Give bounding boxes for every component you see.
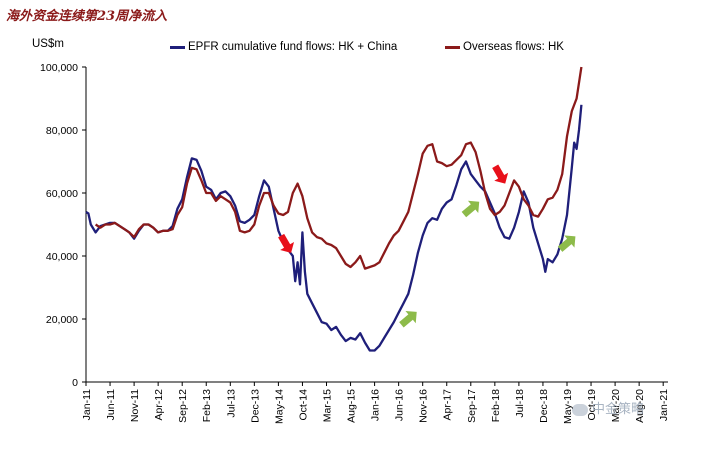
y-tick-label: 40,000 [46,251,78,263]
x-tick-label: May-19 [562,389,574,424]
y-tick-label: 100,000 [40,62,78,74]
x-tick-label: Jun-16 [394,389,406,421]
y-tick-label: 20,000 [46,314,78,326]
watermark-label: 中金策略 [592,401,645,416]
series-line-overseas-hk [94,66,583,270]
x-tick-label: Jan-11 [81,389,93,420]
x-tick-label: Feb-18 [490,389,502,422]
legend-label-overseas: Overseas flows: HK [463,41,564,53]
y-tick-label: 60,000 [46,188,78,200]
x-tick-label: Oct-19 [586,389,598,421]
x-tick-label: Sep-17 [466,389,478,423]
y-tick-label: 0 [72,377,78,389]
x-tick-label: Dec-13 [249,389,261,423]
x-tick-label: Dec-18 [538,389,550,423]
x-tick-label: Jul-18 [514,389,526,418]
legend-swatch-epfr [170,45,185,49]
x-tick-label: Mar-15 [321,389,333,422]
legend-label-epfr: EPFR cumulative fund flows: HK + China [188,41,398,53]
x-tick-label: Nov-11 [129,389,141,422]
x-tick-label: Aug-20 [634,389,646,423]
x-tick-label: Mar-20 [610,389,622,422]
figure-title: 海外资金连续第23周净流入 [6,9,168,24]
red-arrow-annotation [492,164,509,184]
wechat-icon [572,403,588,416]
x-tick-label: Oct-14 [297,389,309,421]
x-tick-label: Jun-11 [105,389,117,420]
x-tick-label: Sep-12 [177,389,189,423]
green-arrow-annotation [461,200,480,218]
x-tick-label: Jan-21 [658,389,670,421]
x-tick-label: Apr-17 [442,389,454,421]
red-arrow-annotation [278,233,295,253]
green-arrow-annotation [399,310,417,328]
x-tick-label: May-14 [273,389,285,424]
x-tick-label: Jul-13 [225,389,237,418]
y-tick-label: 80,000 [46,125,78,137]
legend-item-epfr: EPFR cumulative fund flows: HK + China [170,41,397,53]
watermark: 中金策略 [572,398,644,417]
green-arrow-annotation [557,235,576,252]
y-axis-unit-label: US$m [32,38,64,50]
x-tick-label: Nov-16 [418,389,430,423]
legend-item-overseas: Overseas flows: HK [445,41,564,53]
x-tick-label: Aug-15 [346,389,358,423]
legend-swatch-overseas [445,45,460,49]
series-line-epfr [85,104,583,352]
x-tick-label: Feb-13 [201,389,213,422]
x-tick-label: Apr-12 [153,389,165,421]
x-tick-label: Jan-16 [370,389,382,421]
